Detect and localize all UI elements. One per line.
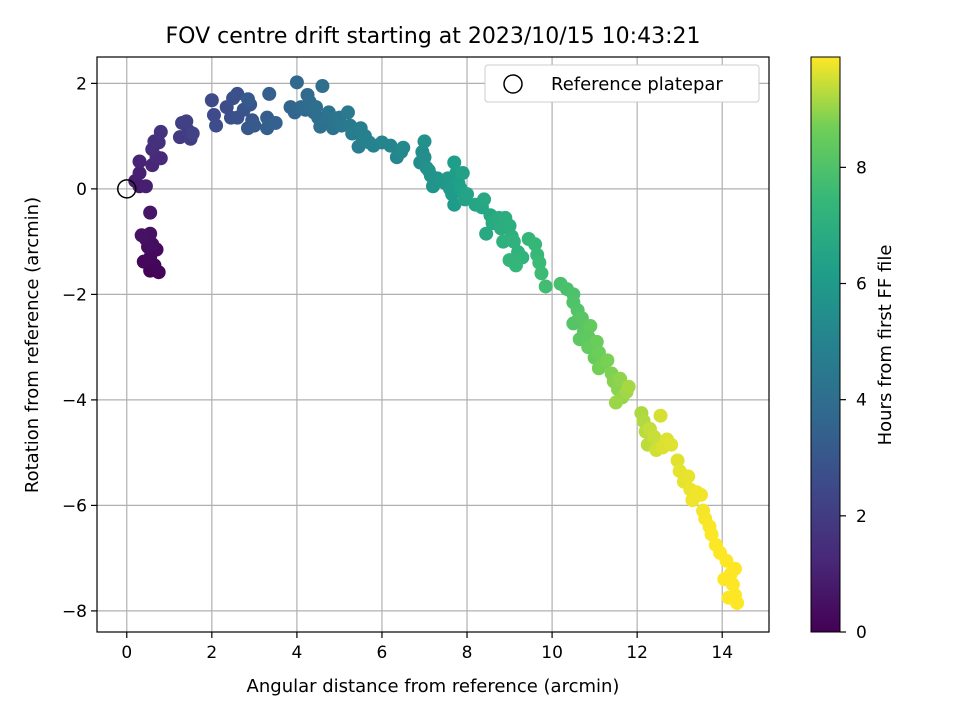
legend: Reference platepar <box>484 64 760 103</box>
x-tick-label: 6 <box>377 643 388 663</box>
data-point <box>717 572 732 587</box>
data-point <box>230 86 245 101</box>
data-point <box>132 154 147 169</box>
y-tick-label: −4 <box>62 391 87 411</box>
data-point <box>321 105 336 120</box>
data-point <box>534 266 549 281</box>
y-tick-label: −2 <box>62 285 87 305</box>
data-point <box>153 151 168 166</box>
data-point <box>383 138 398 153</box>
data-point <box>460 187 475 202</box>
data-point <box>664 437 679 452</box>
data-point <box>496 234 511 249</box>
data-point <box>455 166 470 181</box>
data-point <box>143 205 158 220</box>
data-point <box>417 134 432 149</box>
data-point <box>268 115 283 130</box>
data-point <box>721 590 736 605</box>
colorbar-tick-label: 6 <box>856 275 867 295</box>
data-point <box>247 118 262 133</box>
x-axis-label: Angular distance from reference (arcmin) <box>247 676 620 697</box>
data-point <box>608 395 623 410</box>
scatter-points <box>128 75 745 610</box>
y-tick-label: −6 <box>62 496 87 516</box>
data-point <box>138 179 153 194</box>
data-point <box>132 166 147 181</box>
x-tick-label: 0 <box>121 643 132 663</box>
data-point <box>417 150 432 165</box>
data-point <box>309 100 324 115</box>
data-point <box>396 140 411 155</box>
y-tick-label: −8 <box>62 602 87 622</box>
data-point <box>447 197 462 212</box>
data-point <box>647 429 662 444</box>
reference-platepar-marker <box>117 179 137 199</box>
data-point <box>153 124 168 139</box>
data-point <box>502 218 517 233</box>
data-point <box>209 118 224 133</box>
colorbar-label: Hours from first FF file <box>875 245 896 446</box>
data-point <box>583 319 598 334</box>
x-tick-label: 12 <box>626 643 648 663</box>
colorbar-tick-label: 2 <box>856 507 867 527</box>
data-point <box>589 334 604 349</box>
data-point <box>206 108 221 123</box>
data-point <box>600 353 615 368</box>
data-point <box>532 255 547 270</box>
data-point <box>727 561 742 576</box>
x-tick-label: 10 <box>541 643 563 663</box>
y-axis-label: Rotation from reference (arcmin) <box>22 197 43 493</box>
chart-title: FOV centre drift starting at 2023/10/15 … <box>166 24 701 49</box>
data-point <box>528 237 543 252</box>
x-tick-label: 14 <box>711 643 733 663</box>
colorbar-tick-label: 0 <box>856 623 867 643</box>
data-point <box>479 226 494 241</box>
colorbar: 0 2 4 6 8 Hours from first FF file <box>810 56 896 643</box>
grid <box>97 57 769 632</box>
data-point <box>693 487 708 502</box>
y-tick-label: 2 <box>76 74 87 94</box>
data-point <box>315 79 330 94</box>
x-axis-ticks: 0 2 4 6 8 10 12 14 <box>121 632 733 663</box>
y-axis-ticks: −8 −6 −4 −2 0 2 <box>62 74 97 622</box>
data-point <box>340 105 355 120</box>
data-point <box>621 379 636 394</box>
legend-box <box>484 64 760 103</box>
data-point <box>179 114 194 129</box>
legend-marker <box>503 74 523 94</box>
legend-entry-reference-platepar: Reference platepar <box>551 74 723 95</box>
colorbar-tick-label: 4 <box>856 391 867 411</box>
data-point <box>185 126 200 141</box>
data-point <box>508 258 523 273</box>
colorbar-ticks: 0 2 4 6 8 <box>840 158 867 643</box>
x-tick-label: 4 <box>291 643 302 663</box>
colorbar-tick-label: 8 <box>856 158 867 178</box>
data-point <box>538 279 553 294</box>
x-tick-label: 2 <box>206 643 217 663</box>
data-point <box>289 75 304 90</box>
data-point <box>240 92 255 107</box>
x-tick-label: 8 <box>462 643 473 663</box>
plot-frame <box>96 56 770 633</box>
data-point <box>204 93 219 108</box>
y-tick-label: 0 <box>76 180 87 200</box>
data-point <box>134 228 149 243</box>
data-point <box>506 234 521 249</box>
data-point <box>477 192 492 207</box>
data-point <box>447 155 462 170</box>
data-point <box>670 453 685 468</box>
data-point <box>262 86 277 101</box>
data-point <box>681 469 696 484</box>
data-point <box>704 527 719 542</box>
colorbar-gradient <box>810 56 841 633</box>
data-point <box>653 408 668 423</box>
